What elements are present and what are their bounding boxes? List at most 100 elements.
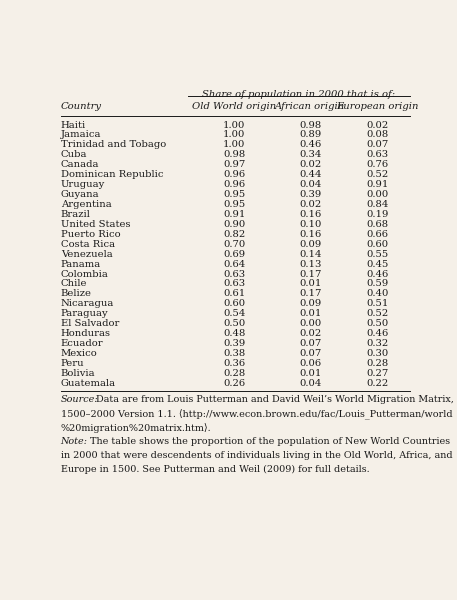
- Text: 0.46: 0.46: [367, 269, 389, 278]
- Text: 0.22: 0.22: [367, 379, 389, 388]
- Text: 0.46: 0.46: [299, 140, 321, 149]
- Text: 0.07: 0.07: [299, 339, 321, 348]
- Text: The table shows the proportion of the population of New World Countries: The table shows the proportion of the po…: [86, 437, 450, 446]
- Text: Costa Rica: Costa Rica: [61, 240, 115, 249]
- Text: 0.02: 0.02: [367, 121, 389, 130]
- Text: 0.13: 0.13: [299, 260, 322, 269]
- Text: 0.00: 0.00: [367, 190, 389, 199]
- Text: 0.61: 0.61: [223, 289, 245, 298]
- Text: Cuba: Cuba: [61, 151, 87, 160]
- Text: 0.60: 0.60: [223, 299, 245, 308]
- Text: Nicaragua: Nicaragua: [61, 299, 114, 308]
- Text: Haiti: Haiti: [61, 121, 86, 130]
- Text: Share of population in 2000 that is of:: Share of population in 2000 that is of:: [202, 91, 395, 100]
- Text: 0.32: 0.32: [367, 339, 389, 348]
- Text: 0.97: 0.97: [223, 160, 245, 169]
- Text: 0.16: 0.16: [299, 230, 321, 239]
- Text: 0.55: 0.55: [367, 250, 389, 259]
- Text: 0.17: 0.17: [299, 289, 322, 298]
- Text: 0.50: 0.50: [223, 319, 245, 328]
- Text: 0.30: 0.30: [367, 349, 389, 358]
- Text: Peru: Peru: [61, 359, 84, 368]
- Text: 0.27: 0.27: [367, 369, 389, 378]
- Text: 0.63: 0.63: [223, 280, 245, 289]
- Text: 0.36: 0.36: [223, 359, 245, 368]
- Text: United States: United States: [61, 220, 130, 229]
- Text: 0.90: 0.90: [223, 220, 245, 229]
- Text: 0.02: 0.02: [299, 329, 321, 338]
- Text: Bolivia: Bolivia: [61, 369, 96, 378]
- Text: 0.89: 0.89: [299, 130, 321, 139]
- Text: 0.66: 0.66: [367, 230, 388, 239]
- Text: 0.98: 0.98: [299, 121, 321, 130]
- Text: Note:: Note:: [61, 437, 88, 446]
- Text: 0.59: 0.59: [367, 280, 389, 289]
- Text: 0.19: 0.19: [367, 210, 389, 219]
- Text: Colombia: Colombia: [61, 269, 109, 278]
- Text: 0.08: 0.08: [367, 130, 389, 139]
- Text: Chile: Chile: [61, 280, 87, 289]
- Text: Source:: Source:: [61, 395, 98, 404]
- Text: 0.07: 0.07: [367, 140, 389, 149]
- Text: 0.01: 0.01: [299, 369, 322, 378]
- Text: 0.39: 0.39: [223, 339, 245, 348]
- Text: Old World origin: Old World origin: [192, 103, 276, 112]
- Text: Uruguay: Uruguay: [61, 180, 105, 189]
- Text: 0.02: 0.02: [299, 160, 321, 169]
- Text: 0.04: 0.04: [299, 379, 322, 388]
- Text: Dominican Republic: Dominican Republic: [61, 170, 163, 179]
- Text: 0.10: 0.10: [299, 220, 322, 229]
- Text: 0.91: 0.91: [367, 180, 389, 189]
- Text: Guatemala: Guatemala: [61, 379, 116, 388]
- Text: 0.54: 0.54: [223, 309, 245, 318]
- Text: European origin: European origin: [336, 103, 419, 112]
- Text: 0.96: 0.96: [223, 180, 245, 189]
- Text: 0.40: 0.40: [367, 289, 389, 298]
- Text: Venezuela: Venezuela: [61, 250, 112, 259]
- Text: African origin: African origin: [275, 103, 345, 112]
- Text: 0.02: 0.02: [299, 200, 321, 209]
- Text: 0.44: 0.44: [299, 170, 322, 179]
- Text: 0.26: 0.26: [223, 379, 245, 388]
- Text: 1.00: 1.00: [223, 121, 245, 130]
- Text: 1.00: 1.00: [223, 130, 245, 139]
- Text: 0.64: 0.64: [223, 260, 245, 269]
- Text: Country: Country: [61, 103, 101, 112]
- Text: 0.04: 0.04: [299, 180, 322, 189]
- Text: Paraguay: Paraguay: [61, 309, 108, 318]
- Text: 0.52: 0.52: [367, 170, 389, 179]
- Text: 0.07: 0.07: [299, 349, 321, 358]
- Text: Puerto Rico: Puerto Rico: [61, 230, 120, 239]
- Text: in 2000 that were descendents of individuals living in the Old World, Africa, an: in 2000 that were descendents of individ…: [61, 451, 452, 460]
- Text: Panama: Panama: [61, 260, 101, 269]
- Text: 0.34: 0.34: [299, 151, 322, 160]
- Text: 0.95: 0.95: [223, 190, 245, 199]
- Text: %20migration%20matrix.htm⟩.: %20migration%20matrix.htm⟩.: [61, 423, 211, 433]
- Text: Guyana: Guyana: [61, 190, 99, 199]
- Text: 0.46: 0.46: [367, 329, 389, 338]
- Text: 0.50: 0.50: [367, 319, 389, 328]
- Text: 0.63: 0.63: [223, 269, 245, 278]
- Text: 1.00: 1.00: [223, 140, 245, 149]
- Text: 0.09: 0.09: [299, 240, 321, 249]
- Text: Argentina: Argentina: [61, 200, 112, 209]
- Text: Jamaica: Jamaica: [61, 130, 101, 139]
- Text: 0.39: 0.39: [299, 190, 321, 199]
- Text: 0.98: 0.98: [223, 151, 245, 160]
- Text: 0.28: 0.28: [223, 369, 245, 378]
- Text: 0.69: 0.69: [223, 250, 245, 259]
- Text: 0.00: 0.00: [299, 319, 321, 328]
- Text: 0.48: 0.48: [223, 329, 245, 338]
- Text: El Salvador: El Salvador: [61, 319, 119, 328]
- Text: 0.01: 0.01: [299, 280, 322, 289]
- Text: 0.14: 0.14: [299, 250, 322, 259]
- Text: 0.28: 0.28: [367, 359, 389, 368]
- Text: 0.38: 0.38: [223, 349, 245, 358]
- Text: 0.09: 0.09: [299, 299, 321, 308]
- Text: 0.06: 0.06: [299, 359, 321, 368]
- Text: Brazil: Brazil: [61, 210, 90, 219]
- Text: 0.45: 0.45: [367, 260, 389, 269]
- Text: Data are from Louis Putterman and David Weil’s World Migration Matrix,: Data are from Louis Putterman and David …: [93, 395, 454, 404]
- Text: 0.95: 0.95: [223, 200, 245, 209]
- Text: 0.76: 0.76: [367, 160, 389, 169]
